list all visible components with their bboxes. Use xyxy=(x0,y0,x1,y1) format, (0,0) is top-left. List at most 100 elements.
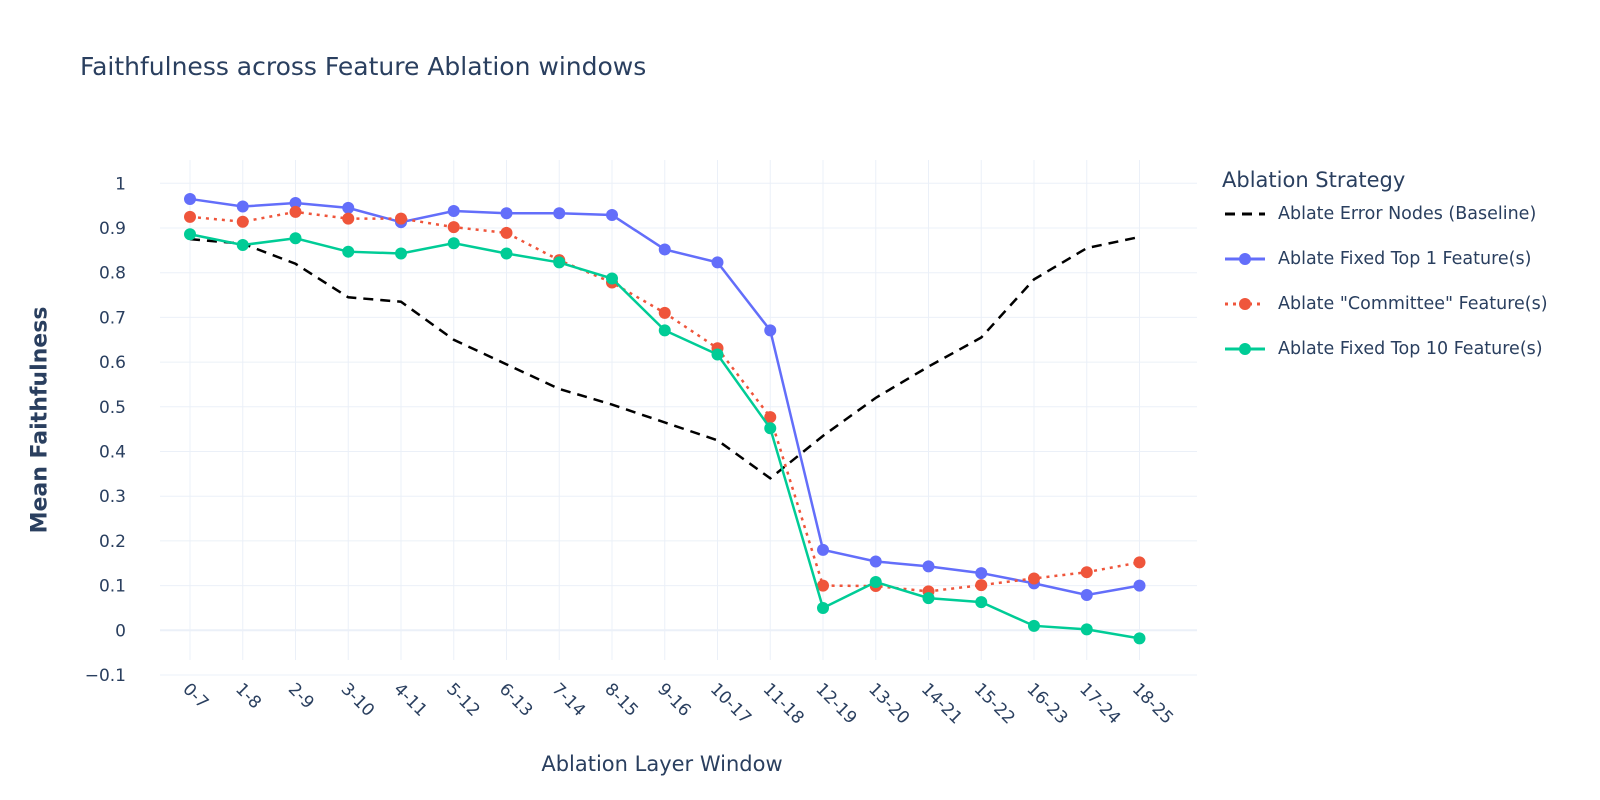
data-point xyxy=(1080,588,1093,601)
x-tick-label: 6-13 xyxy=(495,679,536,720)
x-tick-label: 4-11 xyxy=(389,679,430,720)
legend-swatch xyxy=(1225,343,1265,355)
legend-swatch xyxy=(1225,212,1265,216)
x-tick-label: 16-23 xyxy=(1022,679,1071,728)
data-point xyxy=(922,592,935,605)
y-tick-label: −0.1 xyxy=(85,666,126,686)
data-point xyxy=(764,422,777,435)
y-tick-label: 0 xyxy=(115,621,126,641)
data-point xyxy=(1133,632,1146,645)
data-point xyxy=(711,348,724,361)
y-tick-label: 0.8 xyxy=(99,264,126,284)
y-axis-label: Mean Faithfulness xyxy=(27,306,53,534)
legend-item[interactable]: Ablate Error Nodes (Baseline) xyxy=(1222,199,1536,229)
series-2 xyxy=(184,205,1146,598)
data-point xyxy=(500,207,513,220)
data-point xyxy=(1028,619,1040,632)
data-point xyxy=(975,579,988,592)
x-tick-label: 12-19 xyxy=(811,679,860,728)
data-point xyxy=(342,201,355,214)
data-point xyxy=(1133,579,1146,592)
data-point xyxy=(869,576,882,589)
y-tick-label: 0.9 xyxy=(99,219,126,239)
data-point xyxy=(342,212,355,225)
data-point xyxy=(184,192,196,205)
data-point xyxy=(553,256,566,269)
chart-title: Faithfulness across Feature Ablation win… xyxy=(80,52,647,81)
series-3 xyxy=(184,228,1146,645)
data-point xyxy=(184,228,196,241)
x-tick-label: 15-22 xyxy=(970,679,1019,728)
data-point xyxy=(606,209,618,222)
y-tick-label: 0.4 xyxy=(99,443,126,463)
data-point xyxy=(764,324,777,337)
data-point xyxy=(817,579,829,592)
data-point xyxy=(922,560,935,573)
data-point xyxy=(975,596,988,609)
y-tick-label: 1 xyxy=(115,174,126,194)
legend-title: Ablation Strategy xyxy=(1222,168,1406,192)
x-tick-label: 5-12 xyxy=(442,679,483,720)
data-point xyxy=(342,245,355,258)
data-point xyxy=(447,221,460,234)
data-point xyxy=(606,272,618,285)
x-tick-label: 18-25 xyxy=(1128,679,1177,728)
data-point xyxy=(289,196,302,209)
x-tick-label: 0-7 xyxy=(178,679,212,713)
x-axis-label: Ablation Layer Window xyxy=(541,752,783,776)
data-point xyxy=(395,212,407,225)
y-tick-label: 0.7 xyxy=(99,308,126,328)
x-tick-label: 13-20 xyxy=(864,679,913,728)
x-tick-label: 11-18 xyxy=(759,679,808,728)
series xyxy=(184,192,1146,645)
legend-swatch xyxy=(1225,298,1265,310)
data-point xyxy=(975,567,988,580)
y-tick-label: 0.6 xyxy=(99,353,126,373)
data-point xyxy=(447,237,460,250)
legend-item[interactable]: Ablate Fixed Top 10 Feature(s) xyxy=(1222,334,1543,364)
x-tick-label: 1-8 xyxy=(231,679,265,713)
data-point xyxy=(553,207,566,220)
data-point xyxy=(658,324,671,337)
data-point xyxy=(1133,556,1146,569)
x-tick-label: 3-10 xyxy=(337,679,378,720)
x-tick-label: 10-17 xyxy=(706,679,755,728)
series-0 xyxy=(189,235,1140,480)
data-point xyxy=(395,247,407,260)
series-line xyxy=(189,235,1140,480)
legend-swatch xyxy=(1225,253,1265,265)
x-tick-label: 9-16 xyxy=(653,679,694,720)
data-point xyxy=(236,215,249,228)
data-point xyxy=(817,543,829,556)
x-tick-label: 14-21 xyxy=(917,679,966,728)
legend-item[interactable]: Ablate "Committee" Feature(s) xyxy=(1222,289,1548,319)
data-point xyxy=(1080,623,1093,636)
data-point xyxy=(764,411,777,424)
x-tick-label: 7-14 xyxy=(548,679,589,720)
y-tick-label: 0.1 xyxy=(99,577,126,597)
data-point xyxy=(236,200,249,213)
data-point xyxy=(500,226,513,239)
data-point xyxy=(1028,572,1040,585)
data-point xyxy=(500,247,513,260)
data-point xyxy=(658,306,671,319)
legend-label: Ablate "Committee" Feature(s) xyxy=(1278,294,1548,314)
x-tick-label: 8-15 xyxy=(600,679,641,720)
y-tick-label: 0.2 xyxy=(99,532,126,552)
x-tick-label: 2-9 xyxy=(284,679,318,713)
data-point xyxy=(711,256,724,269)
data-point xyxy=(289,205,302,218)
data-point xyxy=(658,243,671,256)
legend-label: Ablate Fixed Top 10 Feature(s) xyxy=(1278,339,1543,359)
y-tick-label: 0.3 xyxy=(99,487,126,507)
legend-label: Ablate Fixed Top 1 Feature(s) xyxy=(1278,249,1532,269)
x-tick-label: 17-24 xyxy=(1075,679,1124,728)
legend-item[interactable]: Ablate Fixed Top 1 Feature(s) xyxy=(1222,244,1531,274)
y-tick-label: 0.5 xyxy=(99,398,126,418)
data-point xyxy=(447,205,460,218)
data-point xyxy=(236,238,249,251)
legend-label: Ablate Error Nodes (Baseline) xyxy=(1278,204,1537,224)
data-point xyxy=(817,601,829,614)
grid xyxy=(160,160,1197,676)
